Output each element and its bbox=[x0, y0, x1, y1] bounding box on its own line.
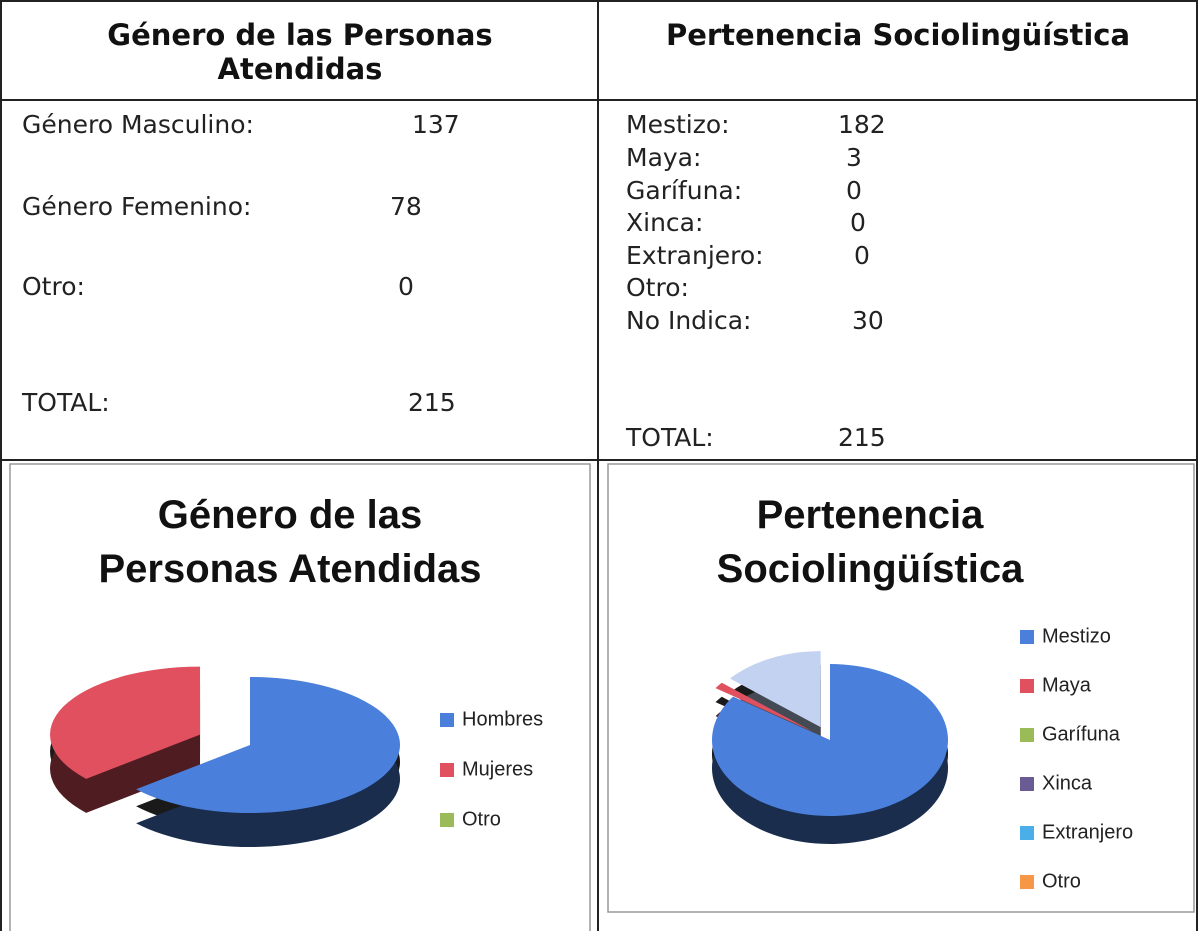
row-label: TOTAL: bbox=[22, 388, 110, 417]
row-value: 182 bbox=[838, 110, 886, 139]
row-value: 0 bbox=[850, 208, 866, 237]
row-value: 30 bbox=[852, 306, 884, 335]
legend-label: Hombres bbox=[462, 708, 543, 730]
chart-title: Pertenencia Sociolingüística bbox=[716, 493, 1024, 591]
legend-swatch bbox=[1020, 630, 1034, 644]
row-label: Garífuna: bbox=[626, 176, 743, 205]
pie-slice bbox=[711, 664, 949, 816]
row-label: Maya: bbox=[626, 143, 702, 172]
legend-label: Mestizo bbox=[1042, 625, 1111, 647]
header-title: Género de las Personas Atendidas bbox=[107, 18, 493, 86]
header-title: Pertenencia Sociolingüística bbox=[665, 18, 1131, 52]
pie-slice bbox=[136, 677, 400, 813]
row-label: Género Masculino: bbox=[22, 110, 254, 139]
legend-swatch bbox=[440, 763, 454, 777]
chart-title: Género de las Personas Atendidas bbox=[98, 493, 482, 591]
row-label: No Indica: bbox=[626, 306, 752, 335]
legend-swatch bbox=[1020, 679, 1034, 693]
chart-frames bbox=[9, 463, 1195, 931]
pie-slice bbox=[715, 682, 813, 732]
pie-slice bbox=[50, 666, 201, 779]
legend-swatch bbox=[1020, 875, 1034, 889]
legend-swatch bbox=[1020, 728, 1034, 742]
row-label: Otro: bbox=[22, 272, 85, 301]
legend-label: Garífuna bbox=[1042, 723, 1121, 745]
legend-label: Xinca bbox=[1042, 772, 1093, 794]
row-value: 0 bbox=[854, 241, 870, 270]
row-label: Otro: bbox=[626, 273, 689, 302]
row-label: Género Femenino: bbox=[22, 192, 252, 221]
legend-label: Maya bbox=[1042, 674, 1092, 696]
legend-label: Otro bbox=[1042, 870, 1081, 892]
row-label: Extranjero: bbox=[626, 241, 764, 270]
legend-label: Otro bbox=[462, 808, 501, 830]
row-value: 78 bbox=[390, 192, 422, 221]
pie-slice bbox=[729, 651, 821, 728]
row-value: 215 bbox=[408, 388, 456, 417]
row-label: Xinca: bbox=[626, 208, 704, 237]
legend-swatch bbox=[440, 713, 454, 727]
row-label: Mestizo: bbox=[626, 110, 730, 139]
row-value: 3 bbox=[846, 143, 862, 172]
row-label: TOTAL: bbox=[626, 423, 714, 452]
row-value: 137 bbox=[412, 110, 460, 139]
legend-label: Extranjero bbox=[1042, 821, 1133, 843]
legend-label: Mujeres bbox=[462, 758, 533, 780]
row-value: 0 bbox=[846, 176, 862, 205]
row-value: 0 bbox=[398, 272, 414, 301]
legend-swatch bbox=[1020, 777, 1034, 791]
legend-swatch bbox=[1020, 826, 1034, 840]
row-value: 215 bbox=[838, 423, 886, 452]
legend-swatch bbox=[440, 813, 454, 827]
